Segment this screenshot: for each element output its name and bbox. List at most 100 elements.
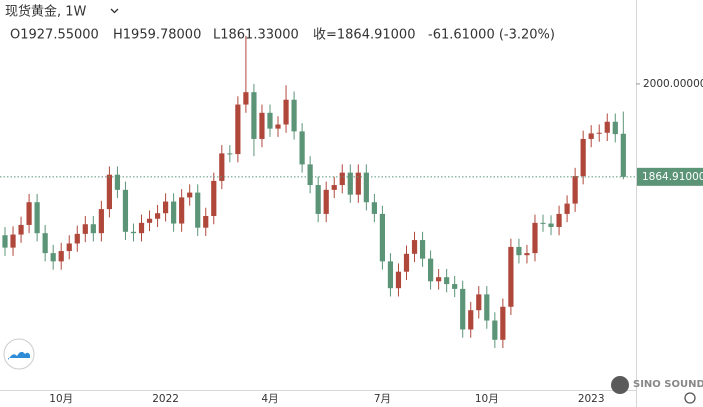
candle-body (508, 246, 514, 307)
candle-body (612, 121, 618, 135)
candle-body (203, 215, 209, 228)
interval-dropdown[interactable] (110, 8, 119, 14)
candle-body (452, 284, 458, 289)
candle-body (58, 251, 64, 262)
candle-body (460, 288, 466, 330)
candle-body (419, 240, 426, 259)
candle-body (395, 271, 402, 289)
settings-button[interactable] (684, 392, 696, 404)
candle-body (267, 112, 273, 129)
candle-body (500, 306, 506, 340)
candle-body (291, 99, 297, 132)
candle-body (146, 218, 153, 223)
candle-body (251, 92, 257, 139)
candle-body (468, 310, 474, 330)
candle-body (66, 243, 72, 252)
candle-body (516, 246, 522, 256)
candle-body (411, 240, 418, 254)
symbol-title[interactable]: 现货黄金, 1W (5, 4, 87, 20)
candle-body (299, 131, 305, 165)
candle-body (243, 92, 249, 105)
candle-body (154, 213, 161, 219)
candle-body (476, 294, 482, 311)
candle-body (331, 185, 337, 190)
candle-body (588, 133, 594, 139)
x-tick-label: 10月 (49, 393, 73, 405)
candle-body (171, 201, 177, 224)
candle-body (259, 112, 265, 139)
candle-body (195, 192, 201, 228)
candle-body (122, 189, 129, 232)
candle-body (540, 222, 546, 224)
candle-body (138, 222, 145, 234)
candle-body (179, 197, 185, 224)
candle-body (18, 224, 24, 235)
legend-change: -61.61000 (-3.20%) (428, 28, 555, 43)
candle-body (235, 104, 241, 155)
candle-body (427, 258, 434, 282)
candle-body (604, 121, 610, 133)
candle-body (436, 277, 442, 282)
candle-body (275, 124, 281, 129)
y-tick-label: 2000.00000 (643, 78, 703, 90)
candle-body (50, 253, 56, 262)
candle-body (163, 201, 169, 214)
candle-body (484, 294, 490, 321)
candle-body (106, 174, 112, 210)
candle-body (403, 253, 410, 272)
candle-body (548, 223, 554, 227)
x-tick-label: 2022 (152, 393, 179, 405)
logo-icon (8, 351, 30, 360)
legend-open: O1927.55000 (10, 28, 99, 43)
x-tick-label: 7月 (374, 393, 391, 405)
candle-body (130, 231, 137, 234)
candle-body (596, 132, 602, 134)
candle-body (323, 189, 329, 214)
candle-body (98, 209, 104, 234)
legend-low: L1861.33000 (213, 28, 299, 43)
plot: 2000.00000 10月 2022 4月 7月 10月 2023 1864.91000 (0, 35, 703, 405)
candle-body (227, 153, 233, 155)
legend-high: H1959.78000 (113, 28, 201, 43)
candle-body (620, 133, 626, 177)
candle-body (556, 213, 562, 227)
candle-body (90, 224, 96, 234)
x-tick-label: 4月 (261, 393, 278, 405)
candle-body (42, 233, 48, 254)
last-price-box (637, 167, 703, 186)
candle-body (2, 235, 8, 248)
candle-body (580, 138, 586, 177)
candle-body (524, 253, 530, 256)
candle-body (283, 99, 289, 125)
candle-body (363, 172, 369, 203)
candle-body (355, 172, 361, 195)
candle-body (219, 153, 225, 181)
candle-body (82, 224, 88, 234)
candle-body (187, 192, 193, 198)
candle-body (339, 172, 345, 186)
watermark: SINO SOUND (633, 379, 703, 390)
candle-body (307, 164, 313, 186)
overlay: 现货黄金, 1W O1927.55000 H1959.78000 L1861.3… (3, 4, 703, 404)
candle-body (34, 202, 40, 234)
candle-body (532, 222, 538, 254)
candle-body (492, 320, 498, 340)
watermark-icon (611, 376, 629, 394)
legend-close: 收=1864.91000 (313, 28, 415, 43)
candle-body (347, 172, 353, 195)
candle-body (387, 261, 394, 289)
candle-body (10, 234, 16, 248)
x-tick-label: 2023 (578, 393, 605, 405)
candle-body (114, 174, 121, 190)
candle-body (444, 277, 450, 285)
last-price-label: 1864.91000 (642, 171, 703, 183)
candle-body (315, 185, 321, 214)
candle-body (379, 213, 386, 262)
candle-body (371, 202, 377, 214)
candle-body (26, 202, 32, 225)
x-tick-label: 10月 (475, 393, 499, 405)
candle-body (211, 180, 217, 216)
candle-body (572, 176, 578, 204)
